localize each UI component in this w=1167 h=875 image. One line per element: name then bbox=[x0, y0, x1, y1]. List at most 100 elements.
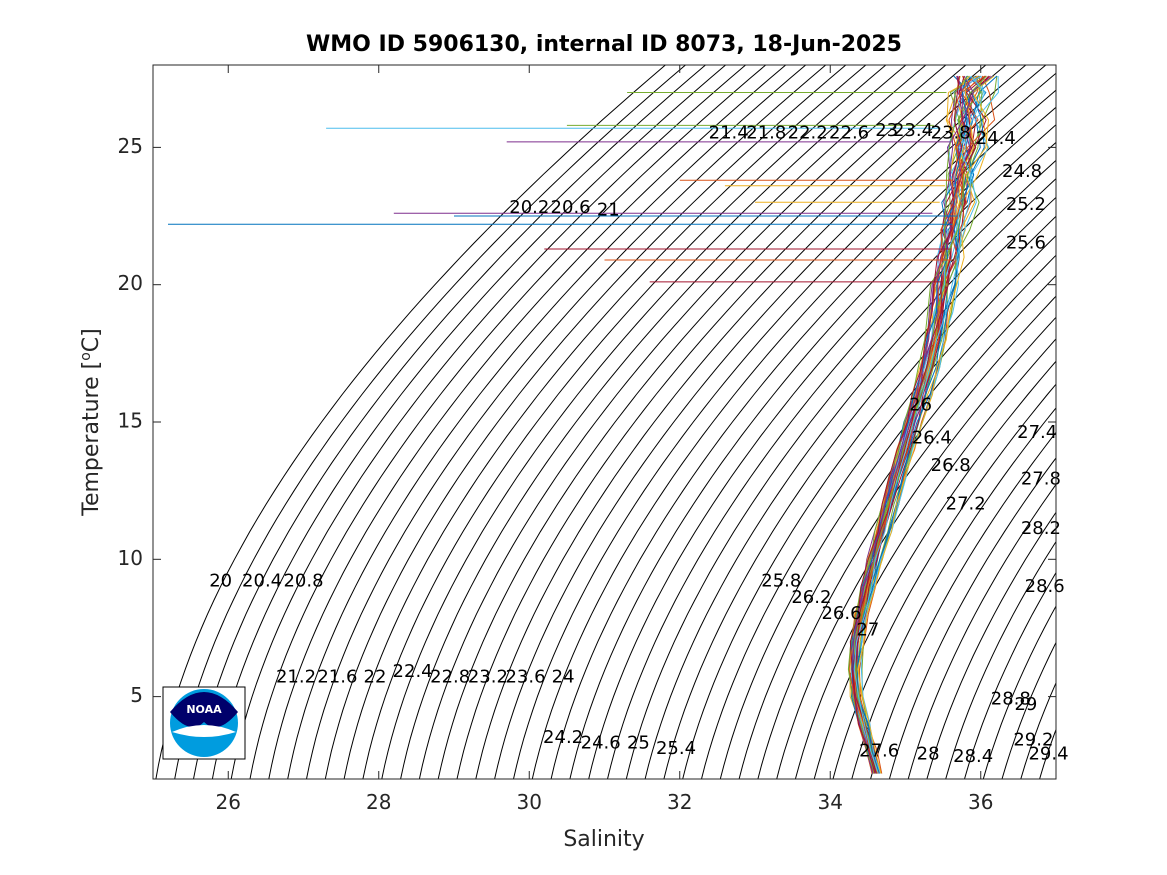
isopycnal-line bbox=[381, 65, 907, 779]
profile-line bbox=[847, 75, 969, 774]
isopycnal-line bbox=[926, 511, 1056, 779]
x-tick-label: 34 bbox=[818, 790, 843, 814]
profile-line bbox=[851, 75, 977, 774]
isopycnal-line bbox=[249, 65, 767, 779]
isopycnal-line bbox=[832, 383, 1056, 779]
isopycnal-line bbox=[268, 65, 787, 779]
contour-label: 25.6 bbox=[1006, 233, 1046, 254]
logo-text: NOAA bbox=[186, 703, 222, 716]
axis-ticks: 26 28 30 32 34 36 5 10 15 20 25 bbox=[118, 65, 1056, 814]
contour-label: 23.6 bbox=[505, 666, 545, 687]
contour-label: 27.4 bbox=[1017, 422, 1057, 443]
contour-label: 21.6 bbox=[317, 666, 357, 687]
isopycnal-line bbox=[531, 72, 1056, 779]
contour-label: 23.8 bbox=[931, 123, 971, 144]
isopycnal-line bbox=[776, 316, 1056, 779]
contour-label: 21.8 bbox=[746, 123, 786, 144]
isopycnal-line bbox=[607, 141, 1056, 779]
isopycnal-line bbox=[324, 65, 847, 779]
contour-label: 25.4 bbox=[656, 738, 696, 759]
isopycnal-line bbox=[418, 65, 947, 779]
contour-label: 28.8 bbox=[991, 688, 1031, 709]
contour-label: 27.6 bbox=[859, 741, 899, 762]
isopycnal-line bbox=[475, 65, 1007, 779]
isopycnal-line bbox=[513, 65, 1047, 779]
contour-label: 20.8 bbox=[283, 570, 323, 591]
isopycnal-line bbox=[644, 178, 1056, 779]
isopycnal-line bbox=[907, 483, 1056, 779]
contour-label: 25.8 bbox=[761, 570, 801, 591]
contour-label: 20 bbox=[209, 570, 232, 591]
contour-label: 23.2 bbox=[468, 666, 508, 687]
isopycnal-line bbox=[456, 65, 987, 779]
x-axis-label: Salinity bbox=[563, 827, 644, 852]
isopycnal-line bbox=[982, 605, 1056, 779]
contour-label: 26.8 bbox=[931, 455, 971, 476]
isopycnal-line bbox=[400, 65, 927, 779]
isopycnal-line bbox=[888, 457, 1056, 779]
contour-label: 29.4 bbox=[1028, 743, 1068, 764]
contour-label: 28.4 bbox=[953, 746, 993, 767]
contour-label: 24.4 bbox=[976, 128, 1016, 149]
isopycnal-line bbox=[211, 65, 726, 779]
contour-label: 28 bbox=[917, 743, 940, 764]
chart-title: WMO ID 5906130, internal ID 8073, 18-Jun… bbox=[306, 32, 902, 57]
contour-label: 22.6 bbox=[829, 123, 869, 144]
isopycnal-line bbox=[174, 65, 686, 779]
y-tick-label: 25 bbox=[118, 134, 143, 158]
isopycnal-line bbox=[287, 65, 807, 779]
isopycnal-line bbox=[155, 65, 666, 779]
contour-label: 28.6 bbox=[1025, 576, 1065, 597]
contour-label: 22 bbox=[364, 666, 387, 687]
x-tick-label: 28 bbox=[366, 790, 391, 814]
profile-line bbox=[849, 75, 963, 774]
isopycnal-line bbox=[1001, 641, 1056, 779]
contour-label: 22.2 bbox=[788, 123, 828, 144]
contour-label: 25 bbox=[627, 732, 650, 753]
profile-line bbox=[850, 75, 968, 774]
isopycnal-line bbox=[437, 65, 967, 779]
contour-label: 20.6 bbox=[551, 197, 591, 218]
x-tick-label: 30 bbox=[517, 790, 542, 814]
contour-label: 29 bbox=[1014, 694, 1037, 715]
logo-bird bbox=[170, 692, 238, 728]
y-tick-label: 10 bbox=[118, 546, 143, 570]
logo-wave bbox=[172, 725, 236, 737]
noaa-logo: NOAA bbox=[162, 686, 246, 760]
contour-label: 26 bbox=[909, 395, 932, 416]
contour-label: 24.6 bbox=[581, 732, 621, 753]
contour-label: 27.2 bbox=[946, 493, 986, 514]
isopycnal-line bbox=[193, 65, 706, 779]
isopycnal-line bbox=[230, 65, 746, 779]
profile-line bbox=[856, 75, 994, 774]
contour-label: 27.8 bbox=[1021, 469, 1061, 490]
y-axis-label: Temperature [oC] bbox=[78, 328, 104, 516]
contour-label: 26.4 bbox=[912, 428, 952, 449]
profile-line bbox=[853, 75, 986, 774]
contour-label: 25.2 bbox=[1006, 194, 1046, 215]
contour-label: 28.2 bbox=[1021, 518, 1061, 539]
x-tick-label: 36 bbox=[968, 790, 993, 814]
isopycnal-line bbox=[964, 571, 1056, 779]
isopycnal-line bbox=[794, 338, 1056, 779]
contour-label: 20.4 bbox=[242, 570, 282, 591]
contour-label: 23 bbox=[875, 120, 898, 141]
isopycnal-line bbox=[663, 196, 1056, 779]
isopycnal-line bbox=[757, 295, 1056, 779]
x-tick-label: 26 bbox=[216, 790, 241, 814]
contour-label: 26.2 bbox=[791, 587, 831, 608]
contour-label: 21 bbox=[597, 200, 620, 221]
y-tick-label: 5 bbox=[130, 683, 143, 707]
isopycnal-line bbox=[625, 159, 1056, 779]
isopycnal-line bbox=[362, 65, 887, 779]
isopycnal-line bbox=[306, 65, 827, 779]
contour-label: 24.8 bbox=[1002, 161, 1042, 182]
x-tick-label: 32 bbox=[667, 790, 692, 814]
density-contours bbox=[155, 65, 1056, 779]
isopycnal-line bbox=[588, 124, 1056, 779]
density-contour-labels: 20 20.4 20.8 21.2 21.6 22 22.422.823.223.6 24 24… bbox=[209, 120, 1068, 767]
isopycnal-line bbox=[343, 65, 867, 779]
contour-label: 21.2 bbox=[276, 666, 316, 687]
contour-label: 21.4 bbox=[709, 123, 749, 144]
y-tick-label: 20 bbox=[118, 271, 143, 295]
